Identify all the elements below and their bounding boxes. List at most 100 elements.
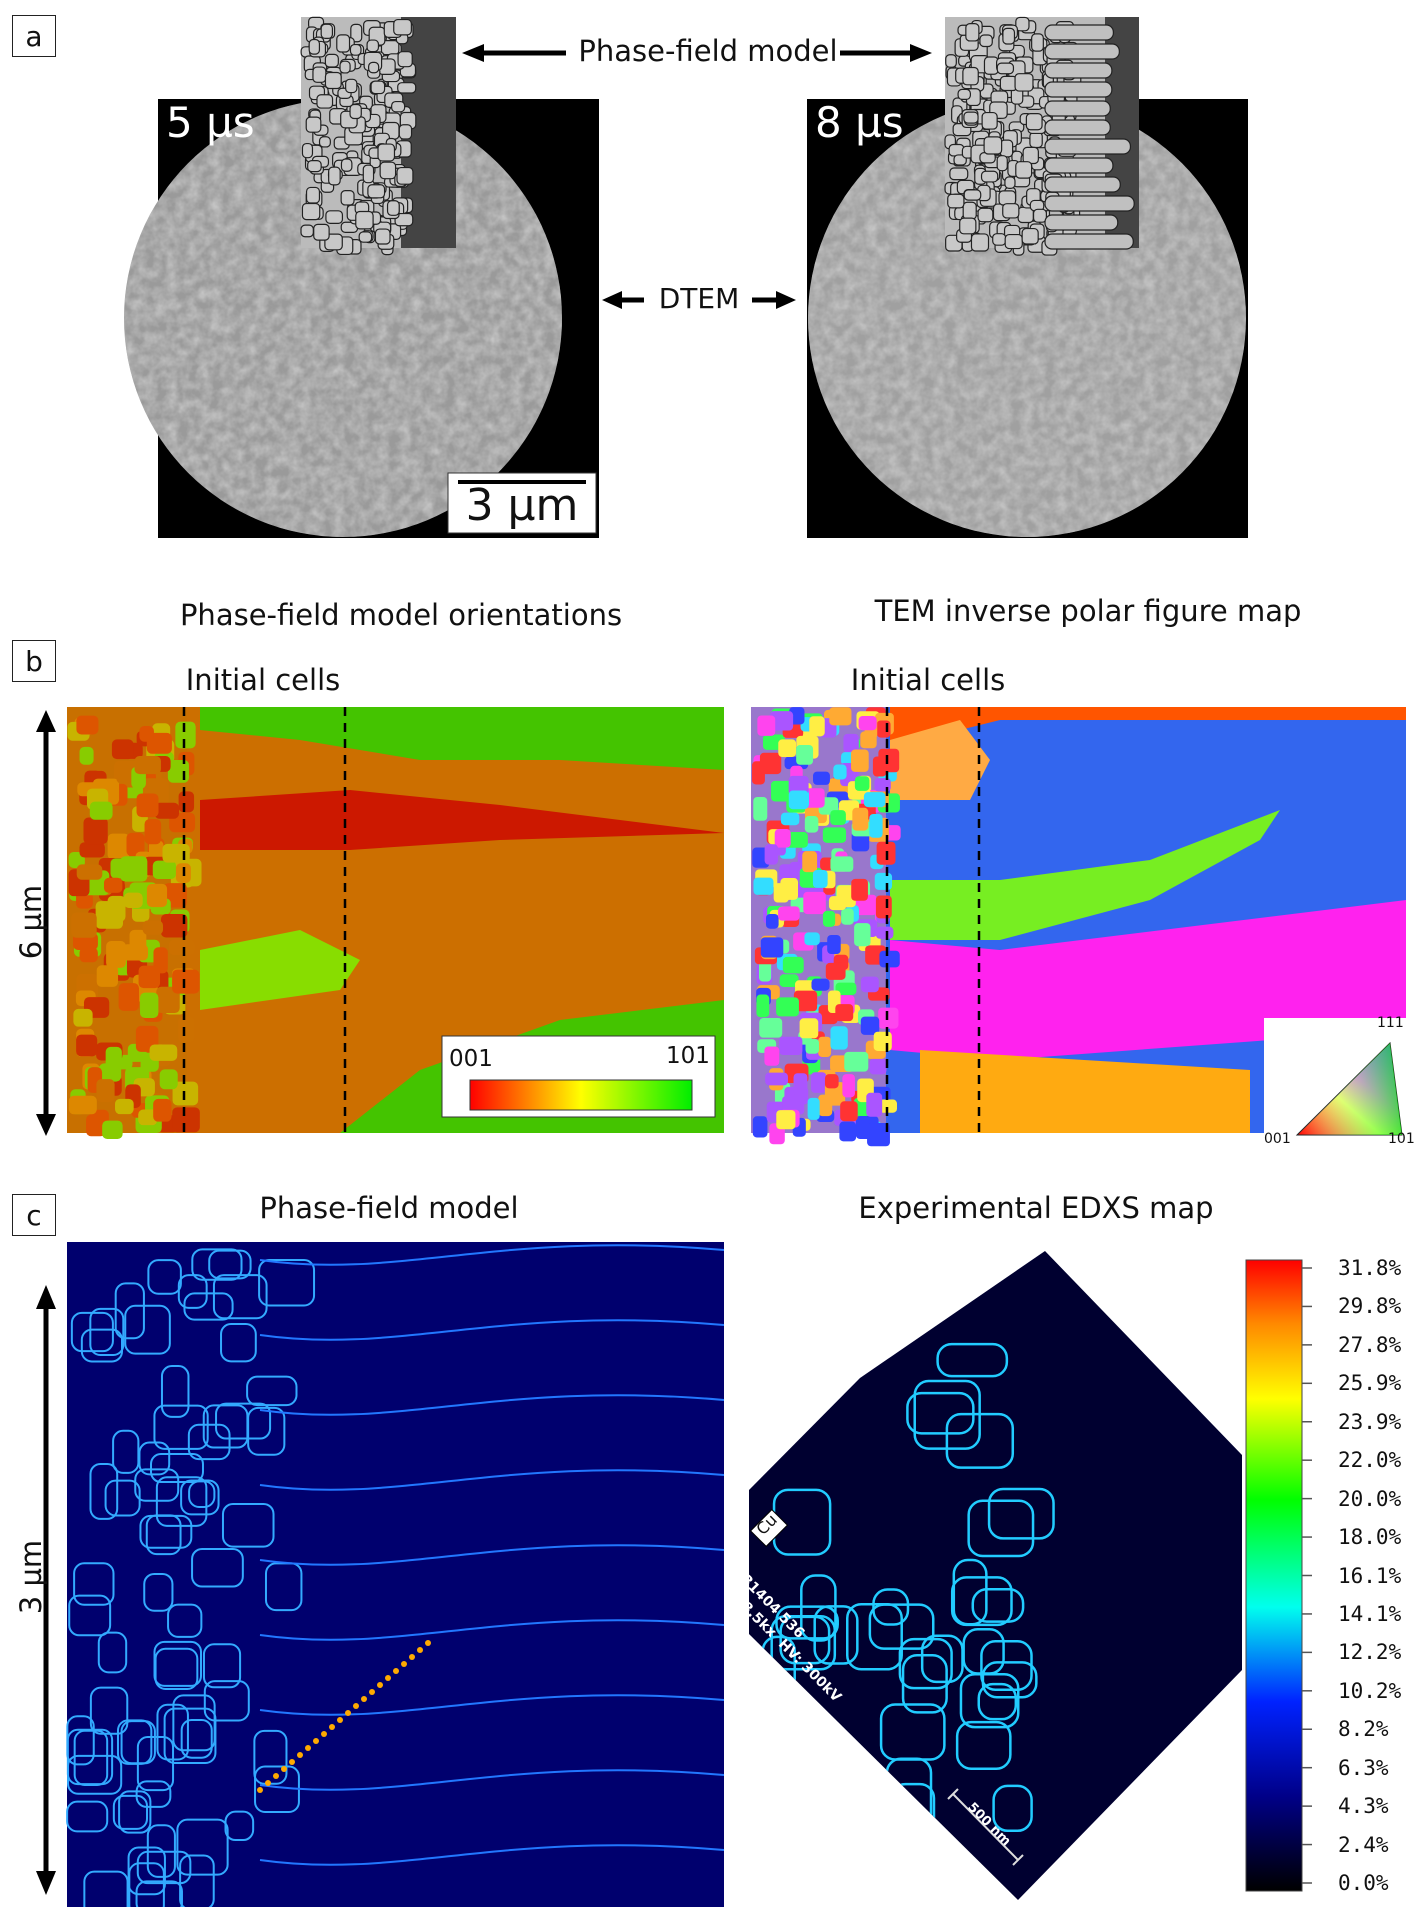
colorbar-tick-label: 20.0% (1338, 1486, 1402, 1511)
texture-mark (765, 1072, 788, 1086)
texture-mark (833, 764, 847, 780)
texture-mark (860, 1016, 880, 1035)
texture-mark (104, 1479, 141, 1517)
texture-mark (180, 1719, 213, 1759)
texture-mark (172, 969, 200, 994)
texture-mark (987, 1487, 1055, 1540)
texture-mark (800, 1327, 852, 1368)
texture-mark (843, 733, 859, 753)
texture-mark (830, 810, 846, 826)
texture-mark (875, 926, 894, 939)
texture-mark (827, 934, 841, 955)
texture-mark (152, 860, 177, 879)
texture-mark (312, 66, 327, 83)
texture-mark (368, 61, 380, 74)
texture-mark (878, 1007, 899, 1029)
edxs-colorbar (1245, 1259, 1303, 1892)
texture-mark (753, 796, 768, 821)
texture-mark (259, 1394, 725, 1416)
texture-mark (118, 983, 140, 1011)
texture-mark (771, 780, 794, 802)
texture-mark (852, 807, 869, 831)
panel-c-left-title: Phase-field model (259, 1191, 519, 1225)
texture-mark (349, 103, 362, 120)
colorbar-ticks (1302, 1267, 1312, 1884)
phase-field-concentration-map (66, 1242, 725, 1907)
texture-mark (307, 159, 322, 173)
texture-mark (202, 1404, 249, 1449)
texture-mark (135, 1780, 172, 1808)
texture-mark (97, 1631, 128, 1674)
texture-mark (1022, 146, 1039, 165)
texture-mark (936, 1342, 1009, 1378)
texture-mark (139, 725, 154, 742)
texture-mark (874, 778, 891, 792)
texture-mark (963, 189, 982, 201)
texture-mark (167, 760, 189, 783)
colorbar-tick-label: 29.8% (1338, 1294, 1402, 1319)
edxs-map (749, 1251, 1242, 1900)
texture-mark (259, 1319, 725, 1341)
texture-mark (401, 1661, 407, 1667)
texture-mark (76, 1034, 98, 1057)
texture-mark (313, 223, 330, 241)
texture-mark (301, 142, 314, 159)
texture-mark (962, 201, 977, 220)
texture-mark (178, 1016, 195, 1043)
texture-mark (305, 116, 322, 133)
texture-mark (867, 1122, 890, 1147)
texture-mark (320, 23, 334, 40)
texture-mark (386, 200, 400, 216)
texture-mark (120, 856, 148, 882)
texture-mark (172, 1107, 200, 1133)
texture-mark (159, 1069, 178, 1090)
texture-mark (829, 707, 852, 726)
texture-mark (163, 1707, 217, 1764)
texture-mark (1002, 203, 1020, 219)
texture-mark (349, 43, 362, 56)
texture-mark (874, 872, 893, 890)
texture-mark (876, 720, 891, 738)
texture-mark (329, 1724, 335, 1730)
texture-mark (187, 1423, 231, 1461)
texture-mark (764, 1794, 837, 1851)
texture-mark (71, 912, 97, 938)
texture-mark (66, 1715, 95, 1766)
texture-mark (79, 842, 105, 858)
texture-mark (394, 212, 414, 227)
texture-mark (967, 1499, 1035, 1558)
texture-mark (1021, 227, 1039, 245)
colorbar-tick-label: 10.2% (1338, 1678, 1402, 1703)
texture-mark (824, 1074, 839, 1089)
texture-mark (289, 1759, 295, 1765)
texture-mark (765, 913, 779, 929)
texture-mark (409, 1654, 415, 1660)
panel-label-b: b (12, 640, 56, 682)
texture-mark (176, 1818, 229, 1876)
panel-c-right-title: Experimental EDXS map (858, 1191, 1214, 1225)
ipf-label-101: 101 (1388, 1131, 1415, 1147)
texture-mark (138, 1441, 171, 1476)
texture-mark (324, 53, 339, 68)
texture-mark (869, 813, 883, 838)
texture-mark (162, 843, 190, 863)
texture-mark (869, 1058, 887, 1075)
texture-mark (318, 136, 331, 148)
colorbar-tick-label: 23.9% (1338, 1409, 1402, 1434)
texture-mark (820, 857, 834, 871)
texture-mark (393, 18, 412, 36)
texture-mark (764, 844, 779, 865)
texture-mark (950, 1576, 1013, 1627)
texture-mark (397, 51, 413, 68)
texture-mark (959, 1672, 1020, 1729)
legend-label-001: 001 (449, 1046, 493, 1072)
texture-mark (145, 1514, 182, 1556)
texture-mark (377, 1682, 383, 1688)
texture-mark (154, 1647, 199, 1690)
texture-mark (955, 1720, 1012, 1771)
texture-mark (1044, 138, 1132, 155)
panel-label-a: a (12, 15, 56, 57)
texture-mark (180, 1479, 220, 1516)
texture-mark (1044, 24, 1114, 41)
colorbar-tick-label: 4.3% (1338, 1794, 1389, 1819)
